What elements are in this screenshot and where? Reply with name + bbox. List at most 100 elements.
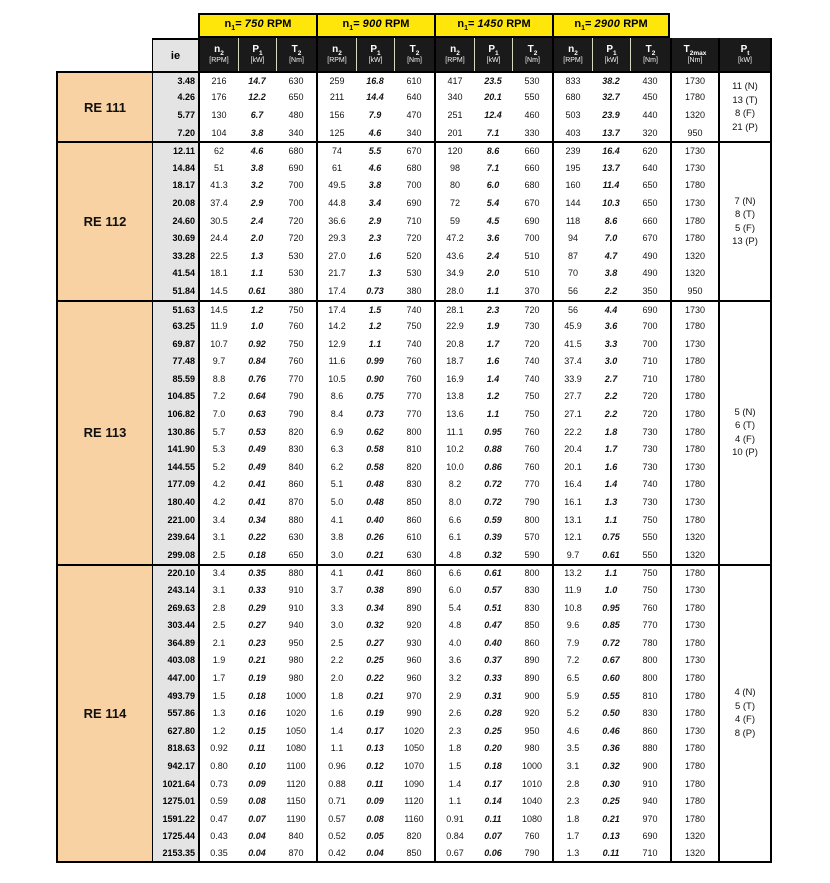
cell-n2: 5.2 bbox=[552, 704, 592, 722]
cell-p1: 1.8 bbox=[604, 426, 618, 437]
cell-n2: 2.8 bbox=[552, 774, 592, 793]
cell-n2: 16.4 bbox=[552, 475, 592, 494]
cell-ie: 627.80 bbox=[152, 721, 198, 740]
cell-n2: 13.2 bbox=[552, 563, 592, 582]
cell-n2: 201 bbox=[434, 123, 474, 142]
cell-n2: 3.4 bbox=[198, 510, 238, 529]
cell-n2: 251 bbox=[434, 106, 474, 124]
cell-t2: 340 bbox=[288, 127, 304, 138]
cell-n2: 20.1 bbox=[552, 458, 592, 476]
cell-n2: 1.1 bbox=[434, 792, 474, 810]
cell-t2: 750 bbox=[642, 514, 658, 525]
cell-n2: 13.1 bbox=[552, 510, 592, 529]
cell-ie: 30.69 bbox=[152, 229, 198, 247]
cell-p1: 7.0 bbox=[604, 233, 618, 244]
cell-p1: 1.3 bbox=[250, 250, 264, 261]
cell-ie: 303.44 bbox=[152, 616, 198, 634]
cell-t2: 710 bbox=[406, 215, 422, 226]
cell-t2: 770 bbox=[524, 479, 540, 490]
cell-n2: 0.88 bbox=[316, 774, 356, 793]
cell-t2: 750 bbox=[406, 321, 422, 332]
cell-t2: 530 bbox=[288, 268, 304, 279]
cell-p1: 4.6 bbox=[368, 127, 382, 138]
cell-ie: 106.82 bbox=[152, 405, 198, 423]
cell-n2: 9.6 bbox=[552, 616, 592, 634]
cell-t2: 860 bbox=[394, 563, 434, 582]
cell-t2: 760 bbox=[406, 373, 422, 384]
group-pt-ratings: 11 (N) 13 (T) 8 (F) 21 (P) bbox=[718, 71, 772, 142]
cell-ie: 269.63 bbox=[152, 598, 198, 617]
cell-ie: 243.14 bbox=[152, 581, 198, 599]
col-header-p1: P1 [kW] bbox=[238, 38, 276, 71]
cell-ie: 1275.01 bbox=[152, 792, 198, 810]
cell-t2: 1000 bbox=[521, 760, 543, 771]
cell-t2: 800 bbox=[642, 655, 658, 666]
cell-n2: 18.1 bbox=[198, 264, 238, 283]
cell-n2: 1.4 bbox=[434, 774, 474, 793]
cell-ie: 221.00 bbox=[152, 510, 198, 529]
cell-t2max: 1780 bbox=[670, 563, 718, 582]
cell-t2: 590 bbox=[524, 549, 540, 560]
col-header-n2: n2 [RPM] bbox=[552, 38, 592, 71]
cell-n2: 0.59 bbox=[198, 792, 238, 810]
cell-n2: 5.0 bbox=[316, 493, 356, 511]
cell-t2: 730 bbox=[642, 426, 658, 437]
cell-p1: 0.35 bbox=[238, 563, 276, 582]
cell-p1: 12.4 bbox=[484, 109, 502, 120]
cell-ie: 41.54 bbox=[152, 264, 198, 283]
cell-p1: 7.1 bbox=[486, 162, 500, 173]
cell-n2: 5.9 bbox=[552, 686, 592, 705]
cell-t2max: 1730 bbox=[670, 651, 718, 670]
cell-p1: 0.51 bbox=[484, 602, 502, 613]
cell-p1: 14.4 bbox=[366, 92, 384, 103]
cell-t2: 740 bbox=[524, 373, 540, 384]
cell-n2: 3.1 bbox=[198, 581, 238, 599]
cell-t2: 920 bbox=[524, 708, 540, 719]
cell-t2: 730 bbox=[642, 461, 658, 472]
cell-t2: 550 bbox=[524, 92, 540, 103]
cell-t2: 1000 bbox=[285, 690, 307, 701]
cell-t2: 630 bbox=[406, 549, 422, 560]
cell-t2: 1050 bbox=[403, 743, 425, 754]
cell-n2: 56 bbox=[552, 299, 592, 318]
cell-n2: 1.7 bbox=[552, 827, 592, 846]
cell-p1: 3.8 bbox=[368, 180, 382, 191]
cell-t2max: 1780 bbox=[670, 634, 718, 652]
cell-t2: 750 bbox=[642, 585, 658, 596]
cell-t2: 680 bbox=[276, 141, 316, 159]
cell-t2max: 1320 bbox=[670, 827, 718, 846]
cell-n2: 4.6 bbox=[552, 721, 592, 740]
cell-t2max: 950 bbox=[670, 282, 718, 300]
cell-t2: 340 bbox=[406, 127, 422, 138]
cell-t2: 660 bbox=[524, 162, 540, 173]
cell-n2: 0.91 bbox=[434, 809, 474, 828]
cell-t2max: 1320 bbox=[670, 845, 718, 863]
cell-t2max: 1780 bbox=[670, 739, 718, 758]
cell-t2: 530 bbox=[288, 250, 304, 261]
cell-t2max: 1730 bbox=[670, 299, 718, 318]
cell-p1: 1.7 bbox=[604, 444, 618, 455]
cell-t2: 730 bbox=[642, 497, 658, 508]
cell-n2: 59 bbox=[434, 211, 474, 230]
group-label: RE 114 bbox=[56, 563, 152, 863]
cell-p1: 0.08 bbox=[366, 813, 384, 824]
cell-ie: 51.63 bbox=[152, 299, 198, 318]
cell-n2: 1.7 bbox=[198, 669, 238, 687]
cell-n2: 6.0 bbox=[434, 581, 474, 599]
cell-p1: 0.46 bbox=[602, 725, 620, 736]
cell-p1: 0.22 bbox=[248, 532, 266, 543]
cell-t2: 750 bbox=[524, 409, 540, 420]
speed-header-1450rpm: n1= 1450 RPM bbox=[434, 13, 552, 38]
cell-p1: 0.04 bbox=[248, 831, 266, 842]
cell-n2: 28.0 bbox=[434, 282, 474, 300]
cell-n2: 51 bbox=[198, 158, 238, 177]
cell-n2: 17.4 bbox=[316, 299, 356, 318]
cell-n2: 7.2 bbox=[552, 651, 592, 670]
cell-n2: 16.1 bbox=[552, 493, 592, 511]
cell-n2: 12.1 bbox=[552, 528, 592, 547]
cell-p1: 0.33 bbox=[248, 585, 266, 596]
cell-t2: 750 bbox=[276, 299, 316, 318]
cell-n2: 33.9 bbox=[552, 370, 592, 388]
cell-t2max: 1780 bbox=[670, 352, 718, 371]
cell-t2: 820 bbox=[406, 461, 422, 472]
